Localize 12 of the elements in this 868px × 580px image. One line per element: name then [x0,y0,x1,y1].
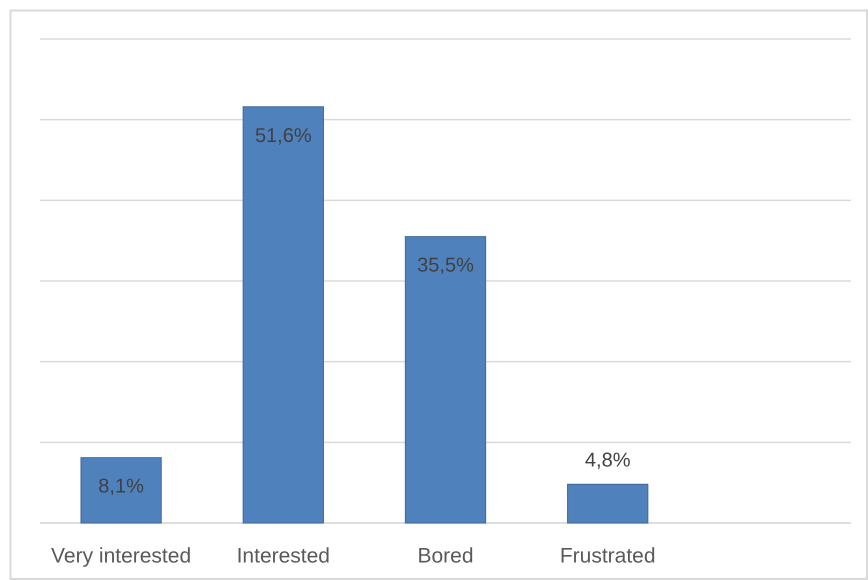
bar [80,457,162,524]
data-label: 35,5% [417,254,474,277]
data-label: 4,8% [584,449,631,472]
x-tick-label: Interested [236,544,330,568]
bar [242,106,324,524]
bar [404,236,486,524]
x-tick-label: Frustrated [560,544,656,568]
bar [567,484,648,524]
x-tick-label: Very interested [51,544,192,568]
x-tick-label: Bored [417,544,474,568]
data-label: 8,1% [98,476,144,498]
data-label: 51,6% [254,124,312,147]
